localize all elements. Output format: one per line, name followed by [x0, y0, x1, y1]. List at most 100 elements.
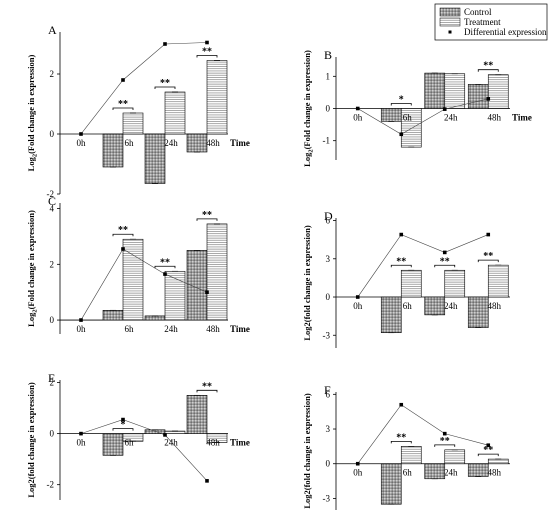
y-tick-label: -1 [323, 136, 331, 146]
x-axis-label: Time [230, 138, 250, 148]
significance-label: ** [483, 251, 493, 262]
control-bar [424, 72, 446, 109]
y-tick-label: -2 [47, 480, 55, 490]
x-tick-label: 24h [444, 113, 458, 123]
y-tick-label: 2 [50, 378, 55, 388]
differential-line [80, 42, 208, 135]
legend-treatment-swatch [439, 17, 461, 27]
control-bar [102, 310, 124, 321]
control-bar [102, 433, 124, 456]
x-tick-label: 0h [77, 324, 87, 334]
y-tick-label: 0 [50, 315, 55, 325]
x-tick-label: 0h [353, 301, 363, 311]
treatment-bar [487, 458, 509, 465]
x-tick-label: 6h [125, 438, 135, 448]
legend-control-label: Control [464, 7, 492, 17]
differential-point [79, 431, 83, 436]
y-axis-label: Log2(fold change in expression) [26, 382, 36, 497]
x-tick-label: 48h [488, 113, 502, 123]
significance-label: ** [160, 78, 170, 89]
significance-bracket [154, 86, 176, 89]
control-bar [424, 296, 446, 316]
differential-point [163, 42, 167, 46]
x-tick-label: 24h [444, 301, 458, 311]
control-bar [102, 133, 124, 168]
y-tick-label: 0 [50, 129, 55, 139]
significance-label: ** [118, 225, 128, 236]
control-bar [380, 463, 402, 505]
differential-point [486, 97, 491, 101]
x-tick-label: 24h [164, 324, 178, 334]
x-tick-label: 48h [206, 438, 220, 448]
significance-bracket [196, 55, 218, 58]
legend-control-swatch [439, 7, 461, 17]
differential-line [357, 234, 489, 298]
control-bar [144, 429, 166, 434]
differential-point [355, 106, 360, 111]
significance-label: ** [483, 61, 493, 72]
x-tick-label: 0h [77, 138, 87, 148]
x-axis-label: Time [230, 438, 250, 448]
differential-point [486, 232, 491, 237]
legend: Control Treatment Differential expressio… [434, 3, 548, 41]
panel-d: D -3 0 3 6 Log2(fold change in expression) ** *… [302, 209, 510, 348]
differential-point [121, 417, 125, 422]
significance-bracket [434, 264, 456, 268]
y-axis-label: Log2(Fold change in expression) [26, 55, 39, 172]
differential-point [399, 132, 404, 137]
panel-a: A -2 0 2 Log2(Fold change in expression) ** **… [26, 23, 250, 199]
x-tick-label: 0h [353, 468, 363, 478]
legend-differential-marker [448, 30, 452, 34]
y-tick-label: 3 [326, 424, 331, 434]
treatment-bar [444, 269, 466, 298]
y-tick-label: 0 [326, 459, 331, 469]
control-bar [380, 108, 402, 122]
differential-point [205, 290, 209, 294]
control-bar [467, 463, 489, 477]
differential-line [357, 404, 489, 464]
treatment-bar [206, 223, 228, 321]
differential-point [355, 461, 360, 466]
y-axis-label: Log2(Fold change in expression) [302, 50, 315, 167]
x-tick-label: 24h [164, 138, 178, 148]
significance-label: ** [440, 256, 450, 267]
y-tick-label: 4 [50, 204, 55, 214]
treatment-bar [164, 430, 186, 434]
y-tick-label: 6 [326, 389, 331, 399]
significance-label: ** [118, 99, 128, 110]
significance-bracket [390, 264, 412, 268]
significance-bracket [477, 453, 499, 457]
x-tick-label: 6h [403, 301, 413, 311]
differential-point [121, 247, 125, 251]
x-tick-label: 6h [125, 138, 135, 148]
x-tick-label: 48h [206, 324, 220, 334]
panel-c: C 0 2 4 Log2(Fold change in expression) ** ** *… [26, 194, 250, 334]
y-tick-label: 1 [326, 71, 331, 81]
y-tick-label: 3 [326, 254, 331, 264]
control-bar [467, 84, 489, 109]
x-tick-label: 48h [206, 138, 220, 148]
differential-point [163, 272, 167, 276]
control-bar [467, 296, 489, 328]
significance-label: ** [440, 436, 450, 447]
x-tick-label: 0h [353, 113, 363, 123]
panel-letter: A [48, 23, 57, 37]
y-tick-label: 0 [326, 104, 331, 114]
significance-bracket [196, 218, 218, 221]
control-bar [186, 395, 208, 434]
x-axis-label: Time [512, 113, 532, 123]
significance-label: ** [396, 432, 406, 443]
differential-point [399, 402, 404, 407]
significance-bracket [112, 233, 134, 237]
treatment-bar [400, 269, 422, 298]
y-tick-label: 0 [50, 429, 55, 439]
panel-letter: B [324, 48, 332, 62]
differential-point [205, 40, 209, 45]
differential-line [80, 419, 208, 482]
treatment-bar [487, 264, 509, 298]
panel-letter: C [48, 194, 56, 208]
treatment-bar [122, 112, 144, 135]
control-bar [380, 296, 402, 334]
